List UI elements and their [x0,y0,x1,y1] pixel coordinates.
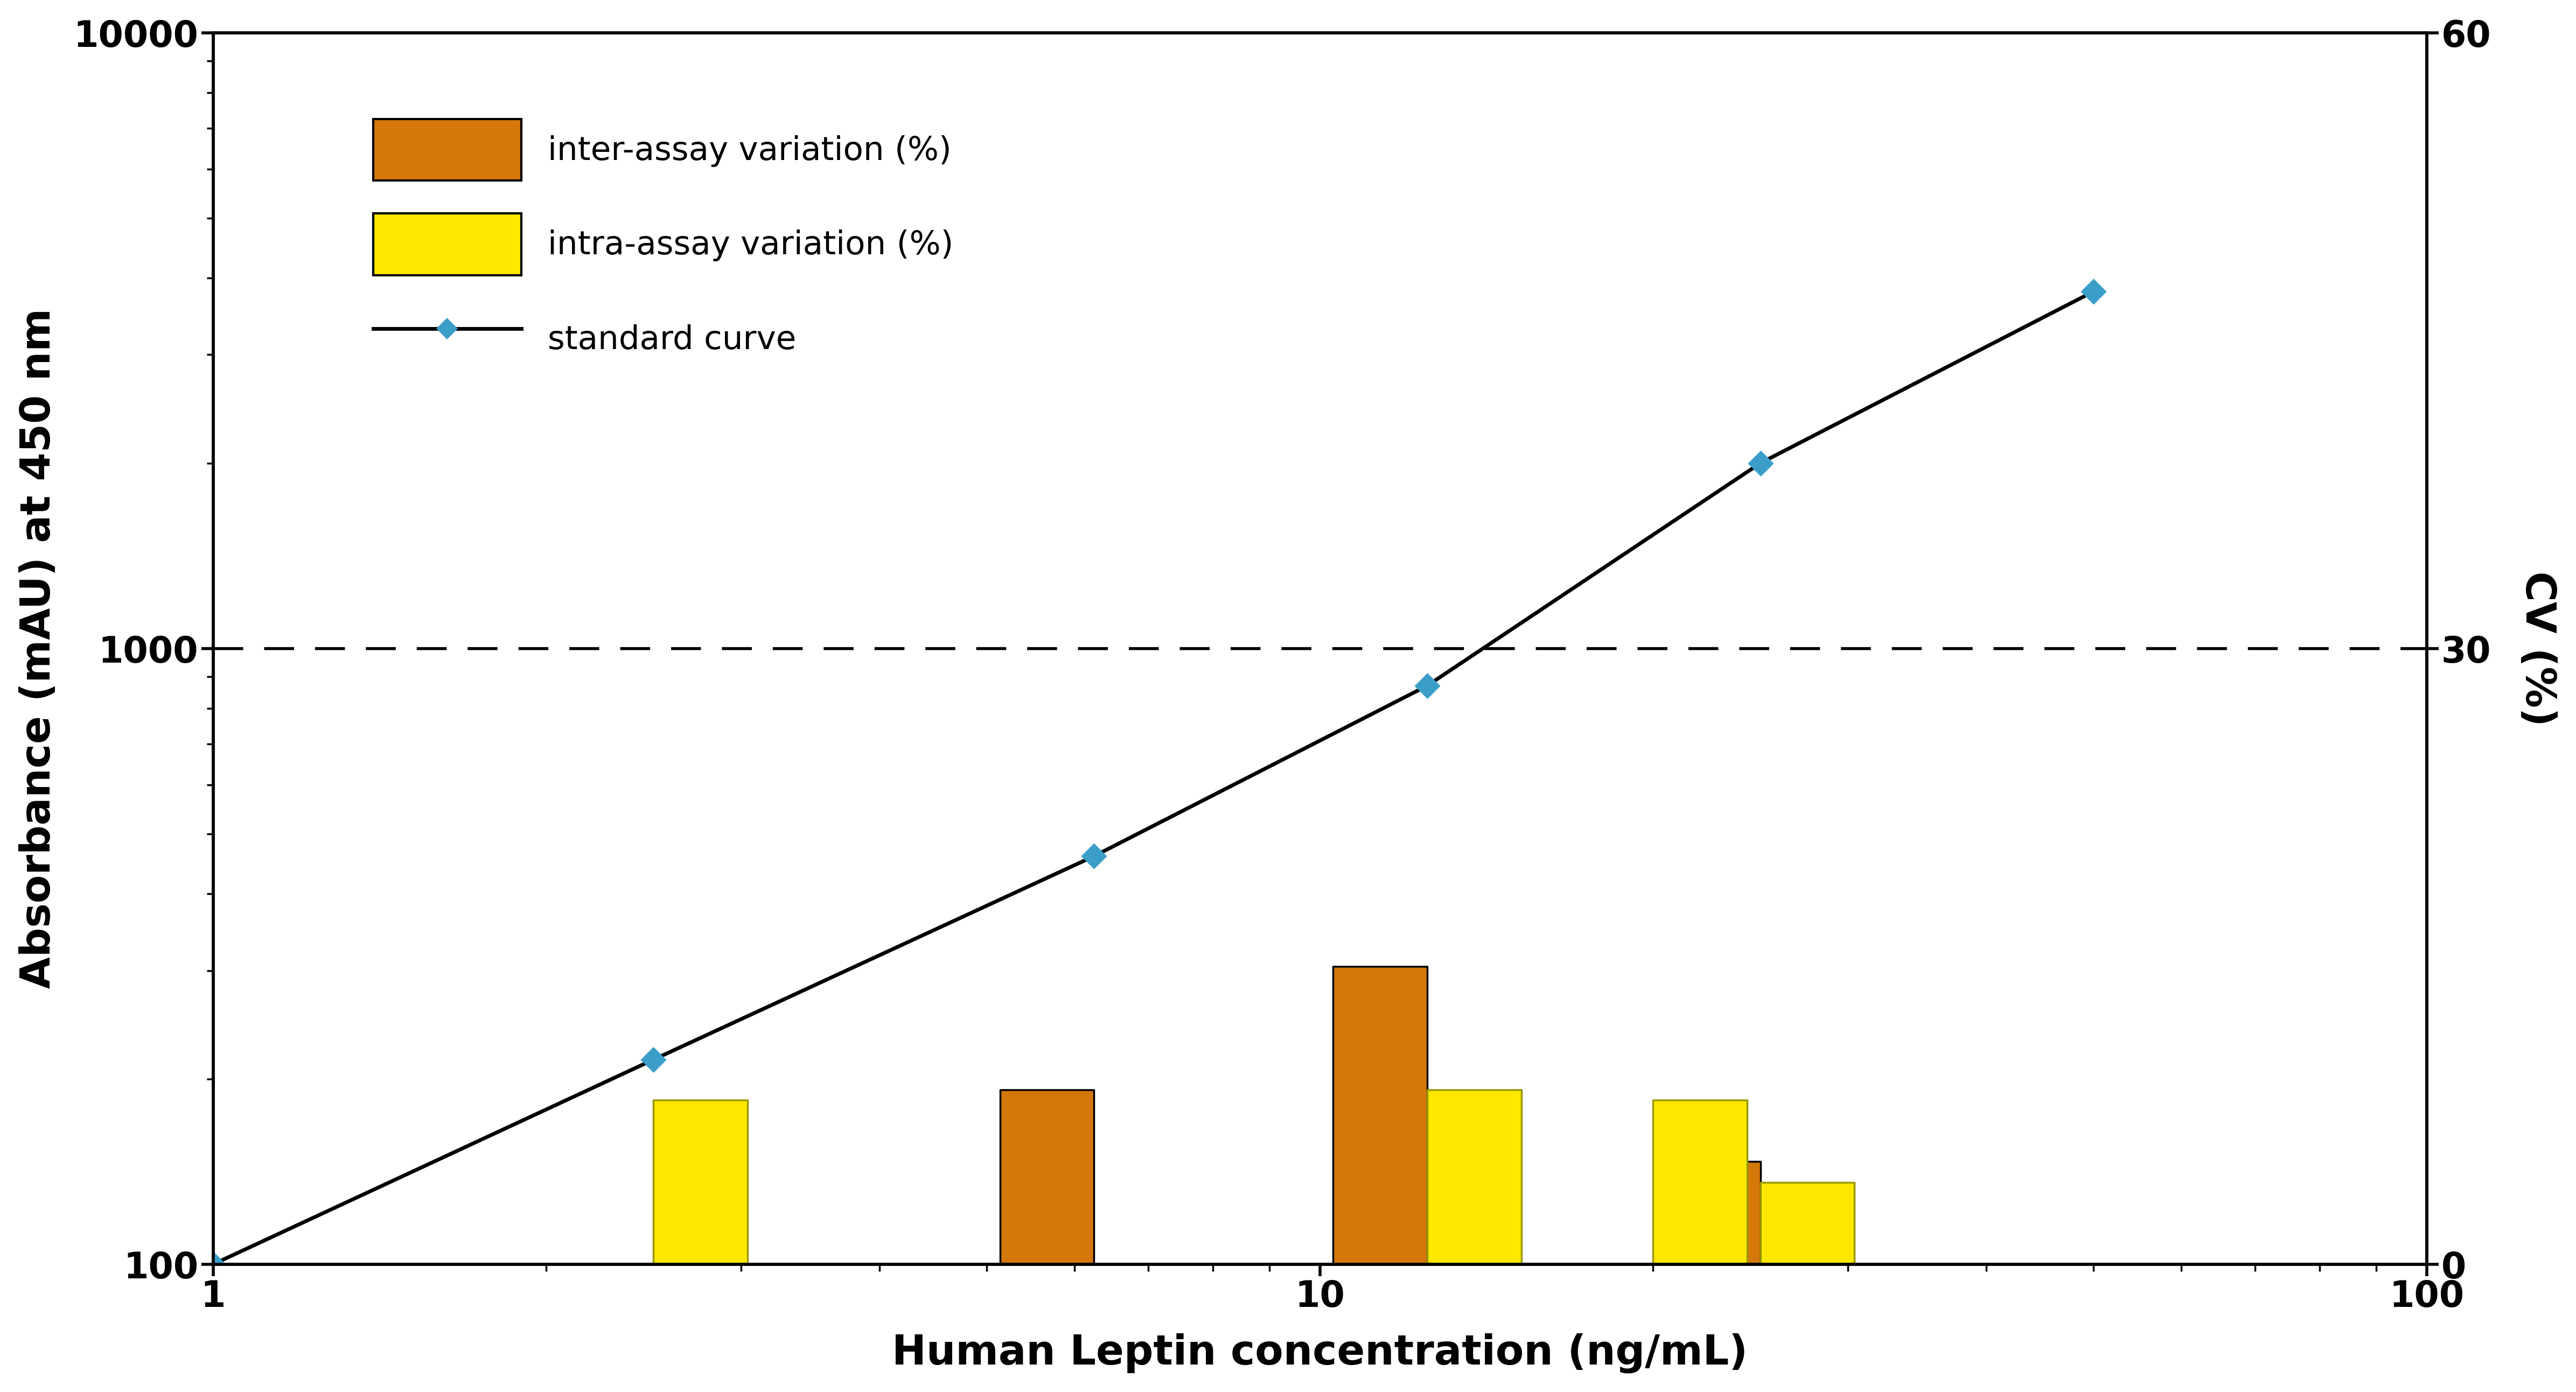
Legend: inter-assay variation (%), intra-assay variation (%), standard curve: inter-assay variation (%), intra-assay v… [340,86,987,402]
Point [1739,452,1780,475]
Point [634,1048,675,1070]
Point [2074,280,2115,302]
Point [1406,675,1448,697]
X-axis label: Human Leptin concentration (ng/mL): Human Leptin concentration (ng/mL) [891,1334,1749,1374]
Y-axis label: CV (%): CV (%) [2517,571,2558,727]
Point [1074,845,1115,867]
Point [193,1253,234,1275]
Y-axis label: Absorbance (mAU) at 450 nm: Absorbance (mAU) at 450 nm [18,309,59,988]
